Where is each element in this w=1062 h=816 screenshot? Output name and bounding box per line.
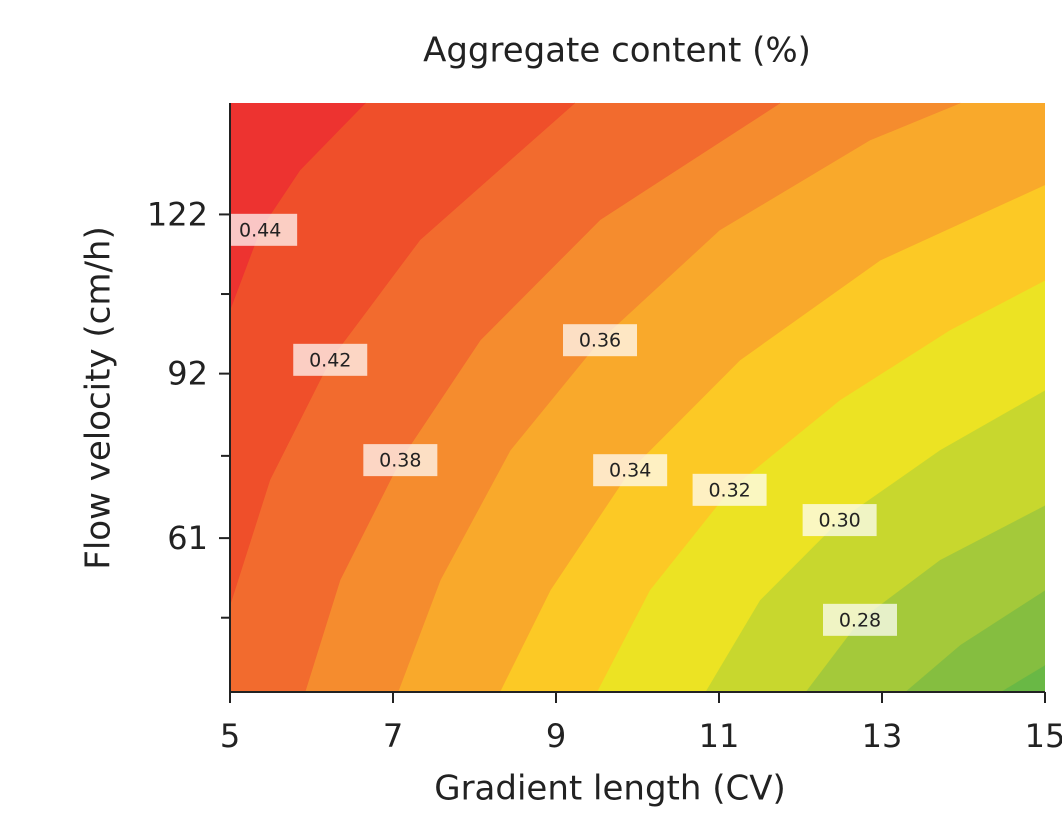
contour-label-text: 0.28	[839, 609, 881, 631]
contour-label-text: 0.34	[609, 460, 651, 482]
contour-label: 0.38	[363, 444, 438, 477]
y-axis-title: Flow velocity (cm/h)	[79, 226, 119, 569]
contour-line	[499, 184, 1046, 693]
contour-label-text: 0.36	[579, 330, 621, 352]
contour-label-text: 0.44	[239, 219, 281, 241]
contour-line	[904, 589, 1046, 693]
contour-label: 0.32	[692, 473, 767, 506]
contour-label-text: 0.38	[379, 450, 421, 472]
contour-label-box	[223, 213, 298, 246]
x-tick-label: 15	[1025, 717, 1062, 755]
contour-line	[805, 504, 1046, 693]
contour-line	[229, 102, 366, 311]
contour-label-text: 0.30	[818, 510, 860, 532]
plot-area	[229, 102, 1046, 693]
contour-band	[230, 103, 575, 605]
contour-label-box	[802, 504, 877, 537]
contour-line	[304, 102, 781, 693]
contour-label-box	[363, 444, 438, 477]
contour-band	[230, 103, 366, 310]
contour-label-text: 0.32	[708, 479, 750, 501]
contour-label-box	[692, 473, 767, 506]
contour-line	[596, 279, 1046, 693]
chart-title: Aggregate content (%)	[423, 31, 811, 71]
x-tick-label: 11	[699, 717, 740, 755]
contour-label: 0.34	[593, 454, 668, 487]
contour-labels: 0.28 0.30 0.32 0.34 0.36 0.38 0.42 0.44	[223, 213, 897, 636]
contour-label: 0.28	[822, 603, 897, 636]
y-tick-label: 92	[167, 355, 208, 393]
contour-label-box	[563, 324, 638, 357]
contour-label-box	[293, 343, 368, 376]
contour-label-box	[822, 603, 897, 636]
contour-label-box	[593, 454, 668, 487]
contour-line	[1000, 664, 1046, 693]
contour-label: 0.42	[293, 343, 368, 376]
x-tick-label: 13	[862, 717, 903, 755]
x-tick-label: 7	[383, 717, 403, 755]
y-tick-label: 61	[167, 519, 208, 557]
y-tick-label: 122	[147, 195, 208, 233]
contour-label: 0.44	[223, 213, 298, 246]
x-axis-title: Gradient length (CV)	[434, 769, 786, 809]
contour-label: 0.30	[802, 504, 877, 537]
x-tick-label: 5	[220, 717, 240, 755]
axes: 5 7 9 11 13 15 61 92 122	[147, 103, 1062, 755]
x-tick-label: 9	[546, 717, 566, 755]
contour-label: 0.36	[563, 324, 638, 357]
contour-label-text: 0.42	[309, 349, 351, 371]
